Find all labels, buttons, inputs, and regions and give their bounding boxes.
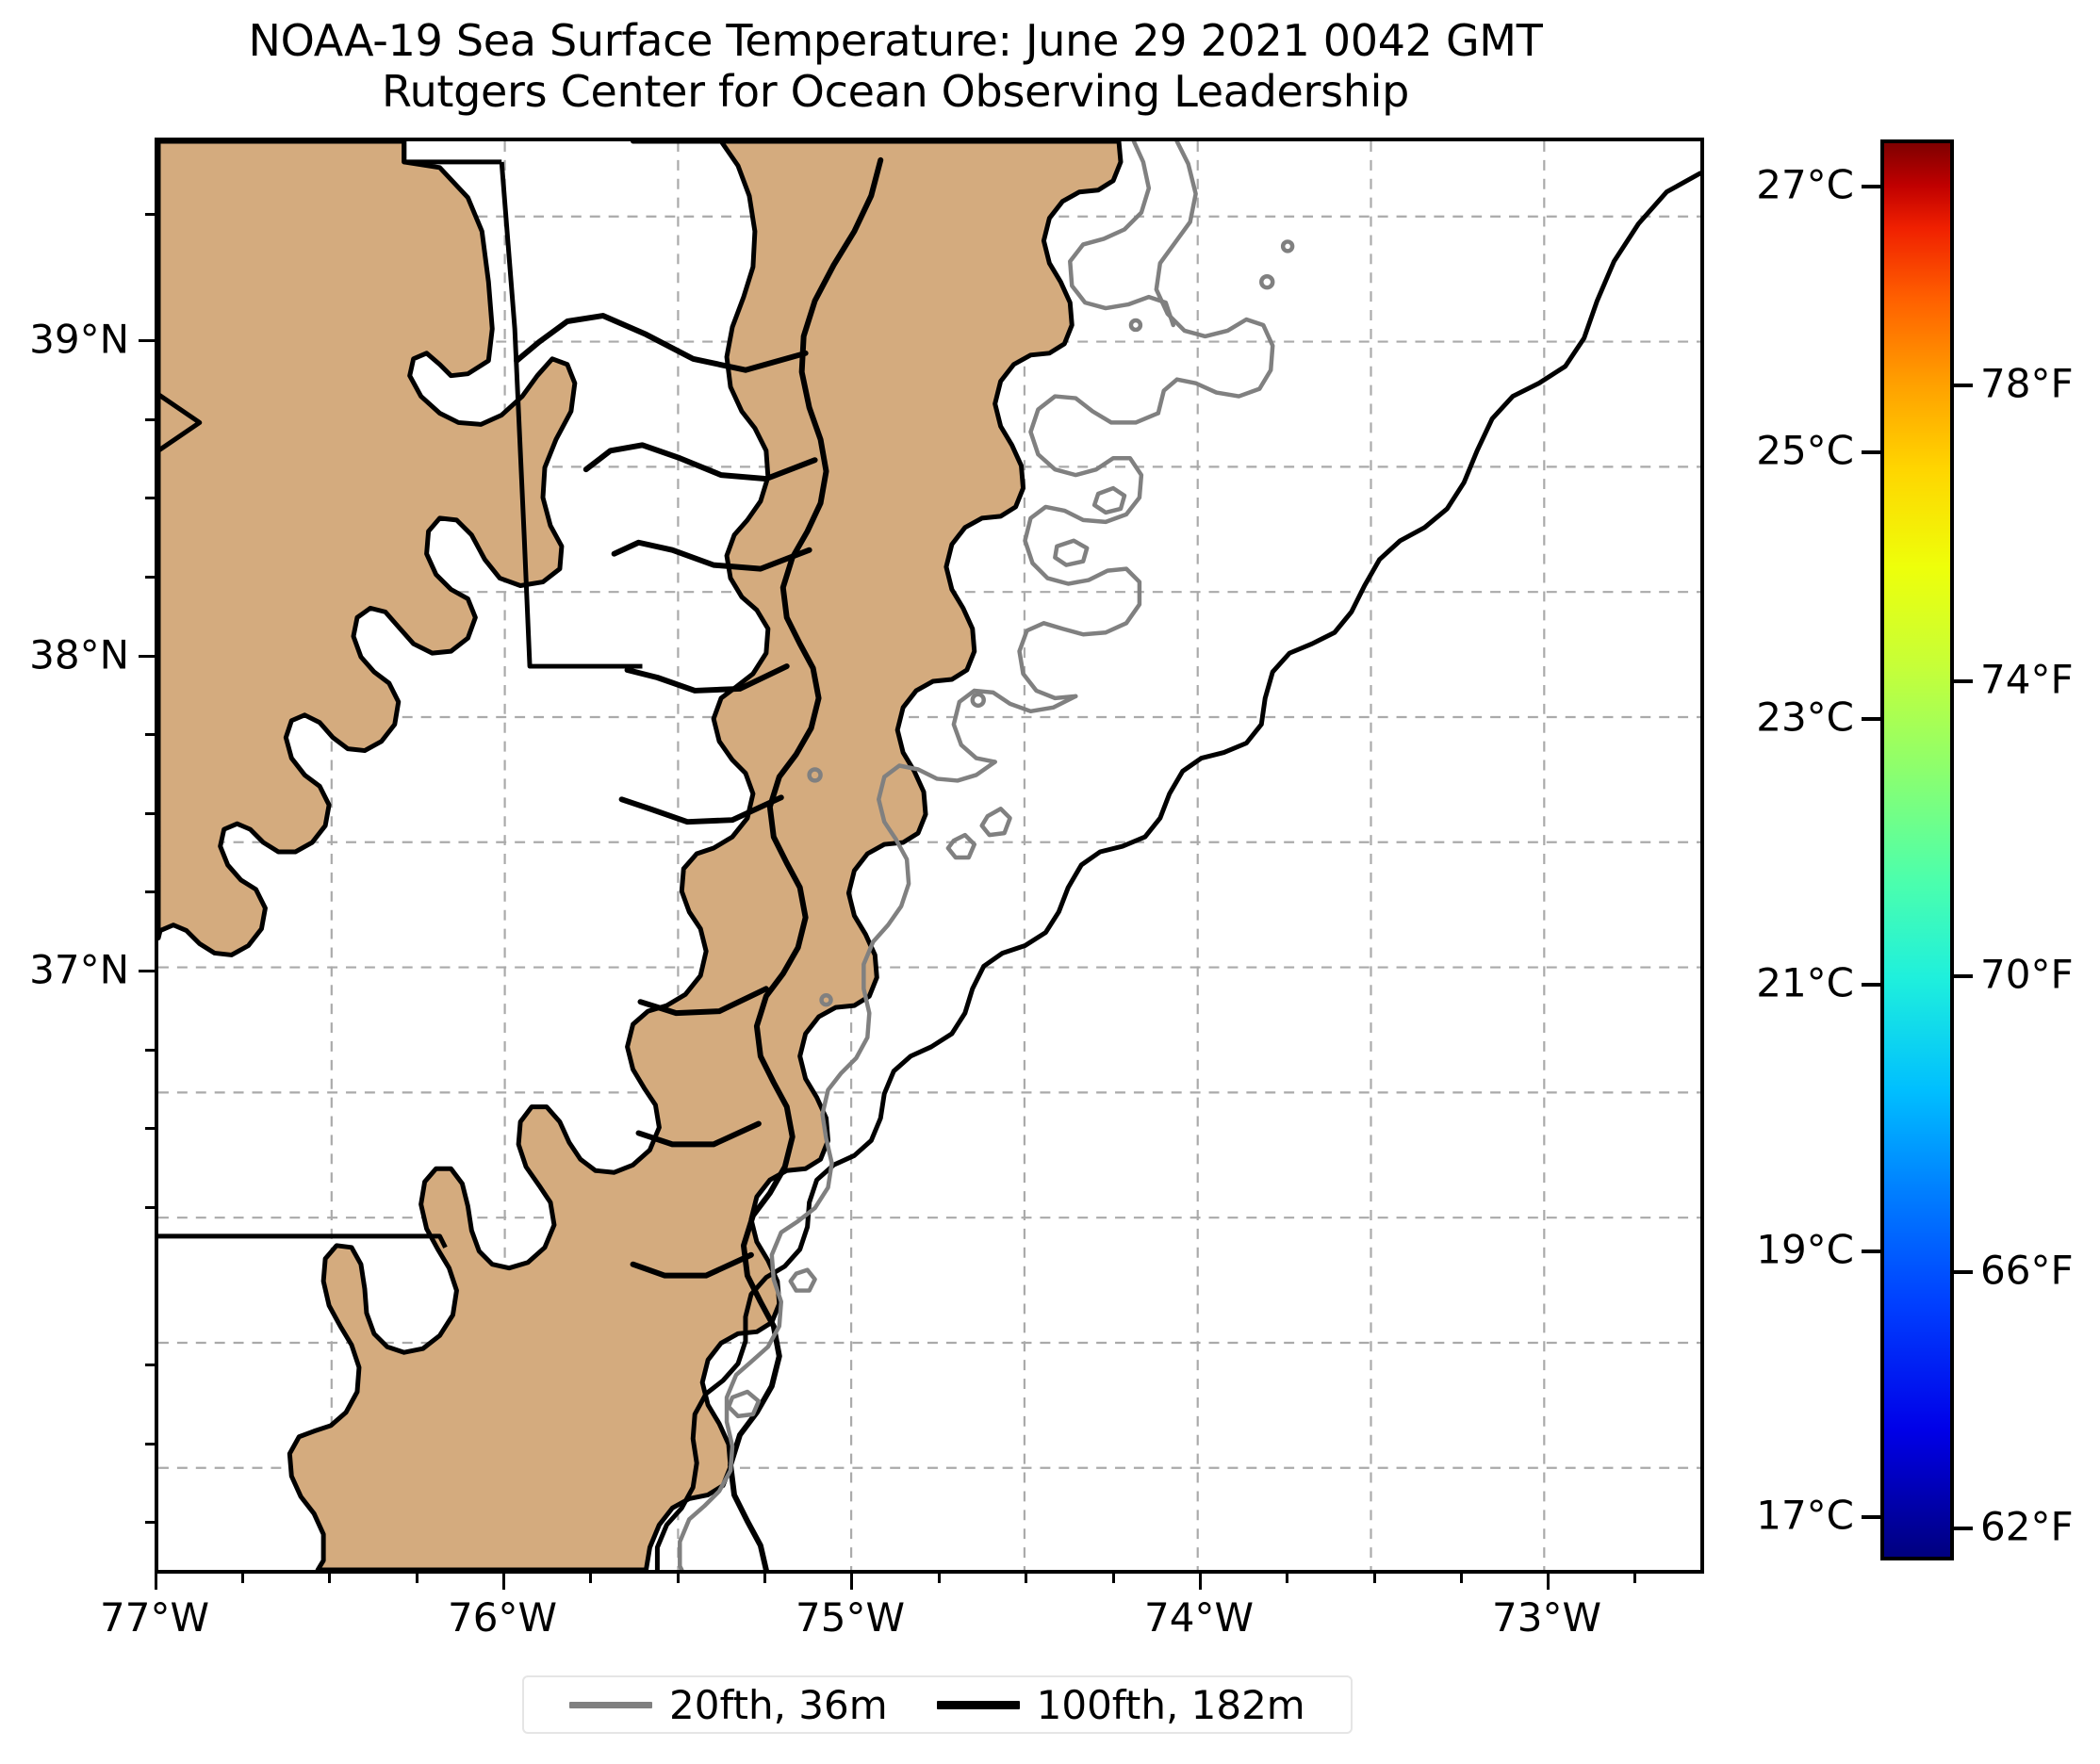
figure-title: NOAA-19 Sea Surface Temperature: June 29…	[0, 15, 1791, 118]
cb-label-74f: 74°F	[1980, 656, 2074, 703]
ytick-39n	[139, 339, 155, 342]
cb-tick-19c	[1862, 1250, 1880, 1253]
cb-label-21c: 21°C	[1756, 959, 1854, 1006]
legend-item-20fth: 20fth, 36m	[569, 1682, 888, 1728]
xtick-minor	[938, 1574, 941, 1583]
legend-item-100fth: 100fth, 182m	[936, 1681, 1305, 1728]
xtick-minor	[1460, 1574, 1463, 1583]
map-graphic	[158, 141, 1700, 1570]
cb-tick-62f	[1954, 1527, 1973, 1530]
cb-tick-17c	[1862, 1515, 1880, 1519]
xtick-minor	[1112, 1574, 1115, 1583]
xtick-minor	[1025, 1574, 1027, 1583]
ytick-minor	[145, 890, 155, 893]
xtick-74w	[1199, 1574, 1202, 1590]
cb-label-19c: 19°C	[1756, 1226, 1854, 1273]
xticklabel-76w: 76°W	[448, 1594, 557, 1641]
coastline	[514, 156, 884, 1570]
cb-label-70f: 70°F	[1980, 951, 2074, 998]
ytick-minor	[145, 497, 155, 499]
legend-label-20fth: 20fth, 36m	[669, 1681, 888, 1728]
ytick-38n	[139, 655, 155, 658]
cb-label-25c: 25°C	[1756, 427, 1854, 474]
cb-tick-66f	[1954, 1270, 1973, 1274]
map-plot-area[interactable]	[155, 138, 1704, 1574]
cb-tick-74f	[1954, 679, 1973, 683]
ytick-minor	[145, 1127, 155, 1130]
xtick-73w	[1547, 1574, 1550, 1590]
ytick-minor	[145, 1206, 155, 1209]
cb-label-17c: 17°C	[1756, 1492, 1854, 1539]
ytick-minor	[145, 1364, 155, 1366]
title-line-1: NOAA-19 Sea Surface Temperature: June 29…	[248, 15, 1543, 66]
cb-label-66f: 66°F	[1980, 1247, 2074, 1294]
ytick-minor	[145, 576, 155, 579]
xtick-77w	[155, 1574, 157, 1590]
cb-tick-23c	[1862, 717, 1880, 721]
ytick-minor	[145, 418, 155, 421]
xtick-minor	[241, 1574, 244, 1583]
ytick-minor	[145, 812, 155, 815]
xtick-75w	[850, 1574, 853, 1590]
legend-swatch-20fth	[569, 1701, 652, 1708]
map-clip	[158, 141, 1700, 1570]
cb-label-78f: 78°F	[1980, 360, 2074, 407]
xtick-minor	[677, 1574, 680, 1583]
xtick-minor	[328, 1574, 331, 1583]
title-line-2: Rutgers Center for Ocean Observing Leade…	[381, 66, 1410, 118]
cb-label-23c: 23°C	[1756, 694, 1854, 741]
cb-tick-27c	[1862, 185, 1880, 188]
xtick-minor	[1286, 1574, 1288, 1583]
cb-tick-78f	[1954, 384, 1973, 387]
ytick-minor	[145, 1443, 155, 1446]
yticklabel-39n: 39°N	[29, 316, 129, 363]
xticklabel-74w: 74°W	[1144, 1594, 1254, 1641]
temperature-colorbar[interactable]	[1880, 139, 1954, 1560]
xticklabel-75w: 75°W	[796, 1594, 905, 1641]
cb-tick-21c	[1862, 983, 1880, 987]
cb-tick-70f	[1954, 974, 1973, 978]
yticklabel-38n: 38°N	[29, 631, 129, 678]
xtick-minor	[416, 1574, 418, 1583]
xtick-minor	[589, 1574, 592, 1583]
ytick-37n	[139, 970, 155, 972]
xtick-minor	[763, 1574, 766, 1583]
ytick-minor	[145, 733, 155, 736]
contour-20fth	[678, 141, 1295, 1570]
cb-tick-25c	[1862, 450, 1880, 454]
legend-swatch-100fth	[936, 1700, 1020, 1709]
depth-contour-legend: 20fth, 36m 100fth, 182m	[522, 1675, 1353, 1734]
xtick-76w	[502, 1574, 505, 1590]
yticklabel-37n: 37°N	[29, 946, 129, 993]
xticklabel-77w: 77°W	[100, 1594, 209, 1641]
state-borders	[158, 141, 643, 1249]
xtick-minor	[1633, 1574, 1636, 1583]
cb-label-27c: 27°C	[1756, 161, 1854, 208]
ytick-minor	[145, 1521, 155, 1524]
contour-100fth	[654, 171, 1700, 1570]
ytick-minor	[145, 213, 155, 216]
xticklabel-73w: 73°W	[1492, 1594, 1601, 1641]
cb-label-62f: 62°F	[1980, 1503, 2074, 1550]
ytick-minor	[145, 1049, 155, 1052]
legend-label-100fth: 100fth, 182m	[1036, 1681, 1305, 1728]
xtick-minor	[1373, 1574, 1376, 1583]
land-mask	[158, 141, 1124, 1570]
